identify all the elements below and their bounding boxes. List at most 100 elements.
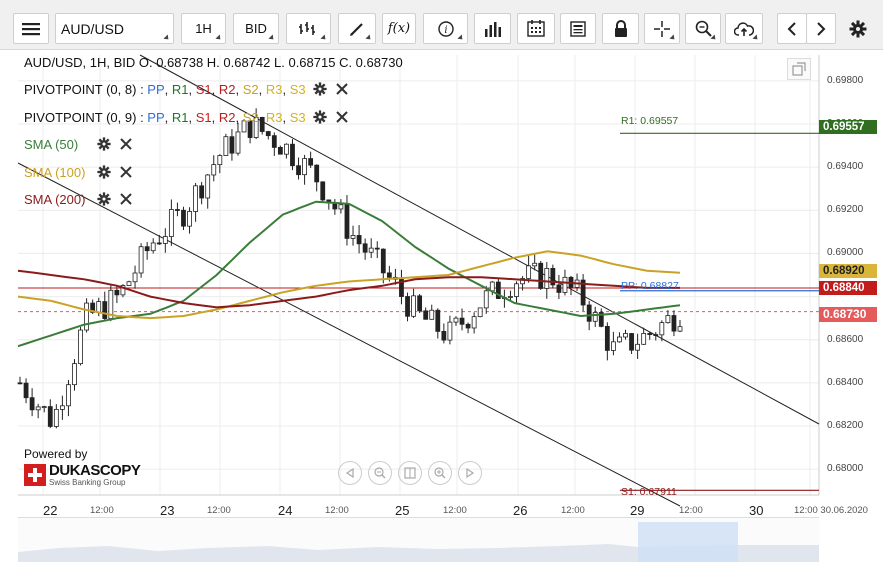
gear-icon[interactable] xyxy=(96,164,112,180)
triangle-right-icon xyxy=(466,468,475,478)
prev-button[interactable] xyxy=(777,13,807,44)
candle-body xyxy=(604,325,610,351)
candle-body xyxy=(399,278,404,297)
timeframe-selector[interactable]: 1H xyxy=(181,13,226,44)
svg-text:i: i xyxy=(444,25,447,36)
date-label: 23 xyxy=(160,503,175,518)
candle-body xyxy=(277,146,283,155)
calendar-icon xyxy=(527,20,545,37)
sma50-legend: SMA (50) xyxy=(24,136,134,152)
symbol-selector[interactable]: AUD/USD xyxy=(55,13,174,44)
candle-body xyxy=(514,283,519,297)
candle-body xyxy=(259,116,265,132)
close-icon[interactable] xyxy=(118,136,134,152)
indicators-button[interactable] xyxy=(474,13,511,44)
close-icon[interactable] xyxy=(118,164,134,180)
price-axis-label: 0.69800 xyxy=(827,74,864,86)
candle-body xyxy=(138,246,144,274)
candle-body xyxy=(132,272,138,283)
candle-body xyxy=(308,158,314,166)
candle-body xyxy=(477,307,483,318)
candle-body xyxy=(526,265,532,279)
price-axis-label: 0.68600 xyxy=(827,333,864,345)
zoom-out-button[interactable] xyxy=(368,461,392,485)
zoom-out-icon xyxy=(374,467,386,479)
zoom-in-icon xyxy=(434,467,446,479)
branding: Powered by DUKASCOPY Swiss Banking Group xyxy=(24,447,141,487)
chart-nav-controls xyxy=(338,461,482,485)
settings-icon xyxy=(849,20,867,37)
draw-button[interactable] xyxy=(338,13,376,44)
candle-body xyxy=(302,158,307,176)
candle-body xyxy=(90,302,96,313)
scroll-left-button[interactable] xyxy=(338,461,362,485)
zoom-button[interactable] xyxy=(685,13,721,44)
candle-body xyxy=(610,341,616,351)
gear-icon[interactable] xyxy=(312,81,328,97)
last-price-tag: 0.68730 xyxy=(819,307,877,322)
close-icon[interactable] xyxy=(334,109,350,125)
candle-body xyxy=(532,262,538,267)
candle-body xyxy=(29,397,35,411)
sma200-line xyxy=(17,269,680,309)
candle-body xyxy=(217,155,223,166)
function-button[interactable]: f(x) xyxy=(382,13,416,44)
cloud-upload-icon xyxy=(734,21,754,36)
lock-button[interactable] xyxy=(602,13,639,44)
candle-body xyxy=(386,272,392,278)
gear-icon[interactable] xyxy=(96,191,112,207)
candle-body xyxy=(320,181,326,201)
zoom-in-button[interactable] xyxy=(428,461,452,485)
candle-body xyxy=(562,276,568,293)
candle-body xyxy=(296,165,301,176)
settings-button[interactable] xyxy=(842,13,874,44)
candle-body xyxy=(23,382,29,399)
time-label: 12:00 xyxy=(561,505,585,516)
candle-body xyxy=(114,289,120,296)
navigator-strip[interactable] xyxy=(18,517,819,562)
candle-body xyxy=(284,143,289,155)
candle-body xyxy=(126,281,132,286)
candle-body xyxy=(544,267,550,289)
cloud-upload-button[interactable] xyxy=(725,13,763,44)
sma100-price-tag: 0.68920 xyxy=(819,264,877,278)
triangle-left-icon xyxy=(345,468,354,478)
candle-body xyxy=(241,120,247,133)
candle-body xyxy=(629,333,634,351)
candle-body xyxy=(677,326,683,332)
candle-body xyxy=(411,295,416,317)
date-label: 22 xyxy=(43,503,58,518)
info-button[interactable]: i xyxy=(423,13,468,44)
gear-icon[interactable] xyxy=(312,109,328,125)
crosshair-icon xyxy=(654,20,670,37)
bar-style-button[interactable] xyxy=(286,13,331,44)
close-icon[interactable] xyxy=(118,191,134,207)
candle-body xyxy=(641,333,647,345)
reset-zoom-button[interactable] xyxy=(398,461,422,485)
candle-body xyxy=(623,333,628,338)
popout-button[interactable] xyxy=(787,58,811,80)
next-button[interactable] xyxy=(806,13,836,44)
calendar-button[interactable] xyxy=(517,13,555,44)
news-button[interactable] xyxy=(560,13,596,44)
close-icon[interactable] xyxy=(334,81,350,97)
menu-icon xyxy=(22,22,40,35)
candles xyxy=(17,108,683,429)
menu-button[interactable] xyxy=(13,13,49,44)
dukascopy-logo-icon xyxy=(24,464,46,486)
channel-upper-line xyxy=(139,54,820,425)
candle-body xyxy=(181,209,186,227)
candle-body xyxy=(120,285,126,296)
sma200-legend: SMA (200) xyxy=(24,191,134,207)
candle-body xyxy=(47,406,53,427)
gear-icon[interactable] xyxy=(96,136,112,152)
candle-body xyxy=(374,247,380,250)
candle-body xyxy=(338,204,344,210)
price-axis-label: 0.68400 xyxy=(827,376,864,388)
scroll-right-button[interactable] xyxy=(458,461,482,485)
candle-body xyxy=(199,185,205,199)
crosshair-button[interactable] xyxy=(644,13,680,44)
price-type-selector[interactable]: BID xyxy=(233,13,279,44)
zoom-icon xyxy=(695,20,712,37)
